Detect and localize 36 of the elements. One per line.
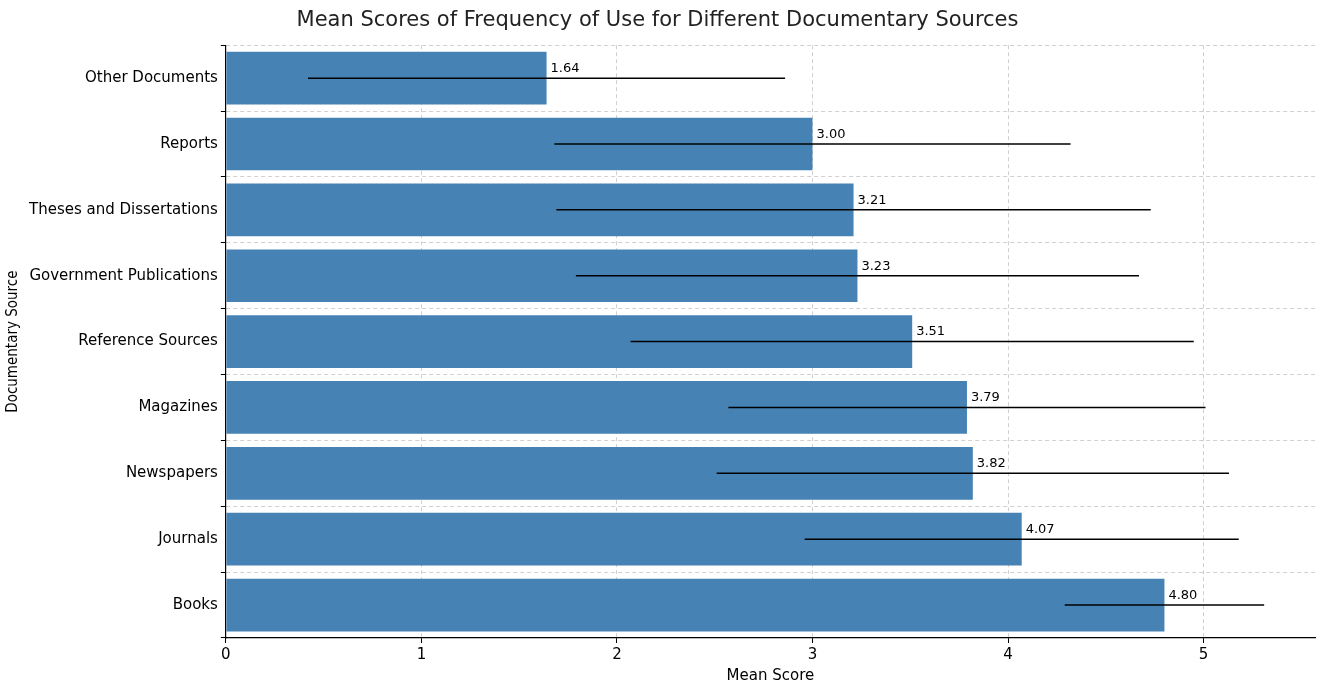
bar — [226, 249, 858, 303]
y-tick-label: Government Publications — [29, 265, 219, 284]
bar — [226, 381, 967, 434]
bar — [226, 315, 913, 368]
y-axis-title: Documentary Source — [2, 270, 21, 413]
data-label: 3.82 — [976, 455, 1006, 471]
x-tick-label: 0 — [221, 644, 231, 663]
bar — [226, 183, 854, 237]
bar — [226, 446, 973, 500]
y-tick-label: Magazines — [138, 397, 219, 416]
bar — [226, 51, 547, 105]
data-label: 3.00 — [816, 125, 846, 141]
bar — [226, 512, 1022, 566]
y-tick-label: Newspapers — [125, 463, 219, 482]
data-label: 3.21 — [857, 191, 887, 207]
data-label: 4.07 — [1025, 521, 1055, 537]
y-tick-label: Reports — [160, 133, 219, 152]
x-tick-label: 5 — [1198, 644, 1209, 663]
x-tick-label: 3 — [807, 644, 818, 663]
x-tick-label: 1 — [416, 644, 427, 663]
y-tick-label: Theses and Dissertations — [27, 199, 219, 218]
data-label: 3.51 — [916, 323, 946, 339]
x-tick-label: 2 — [612, 644, 622, 663]
x-tick-label: 4 — [1003, 644, 1013, 663]
x-axis-title: Mean Score — [726, 665, 815, 684]
chart-title: Mean Scores of Frequency of Use for Different Documentary Sources — [296, 7, 1019, 32]
data-label: 1.64 — [550, 60, 580, 76]
y-tick-label: Books — [172, 594, 219, 613]
data-label: 3.79 — [970, 389, 1000, 405]
y-tick-label: Reference Sources — [78, 331, 219, 350]
bar — [226, 117, 813, 171]
bar — [226, 578, 1165, 632]
y-tick-label: Journals — [157, 529, 219, 548]
data-label: 4.80 — [1168, 586, 1198, 602]
y-tick-label: Other Documents — [84, 68, 219, 87]
data-label: 3.23 — [861, 257, 891, 273]
